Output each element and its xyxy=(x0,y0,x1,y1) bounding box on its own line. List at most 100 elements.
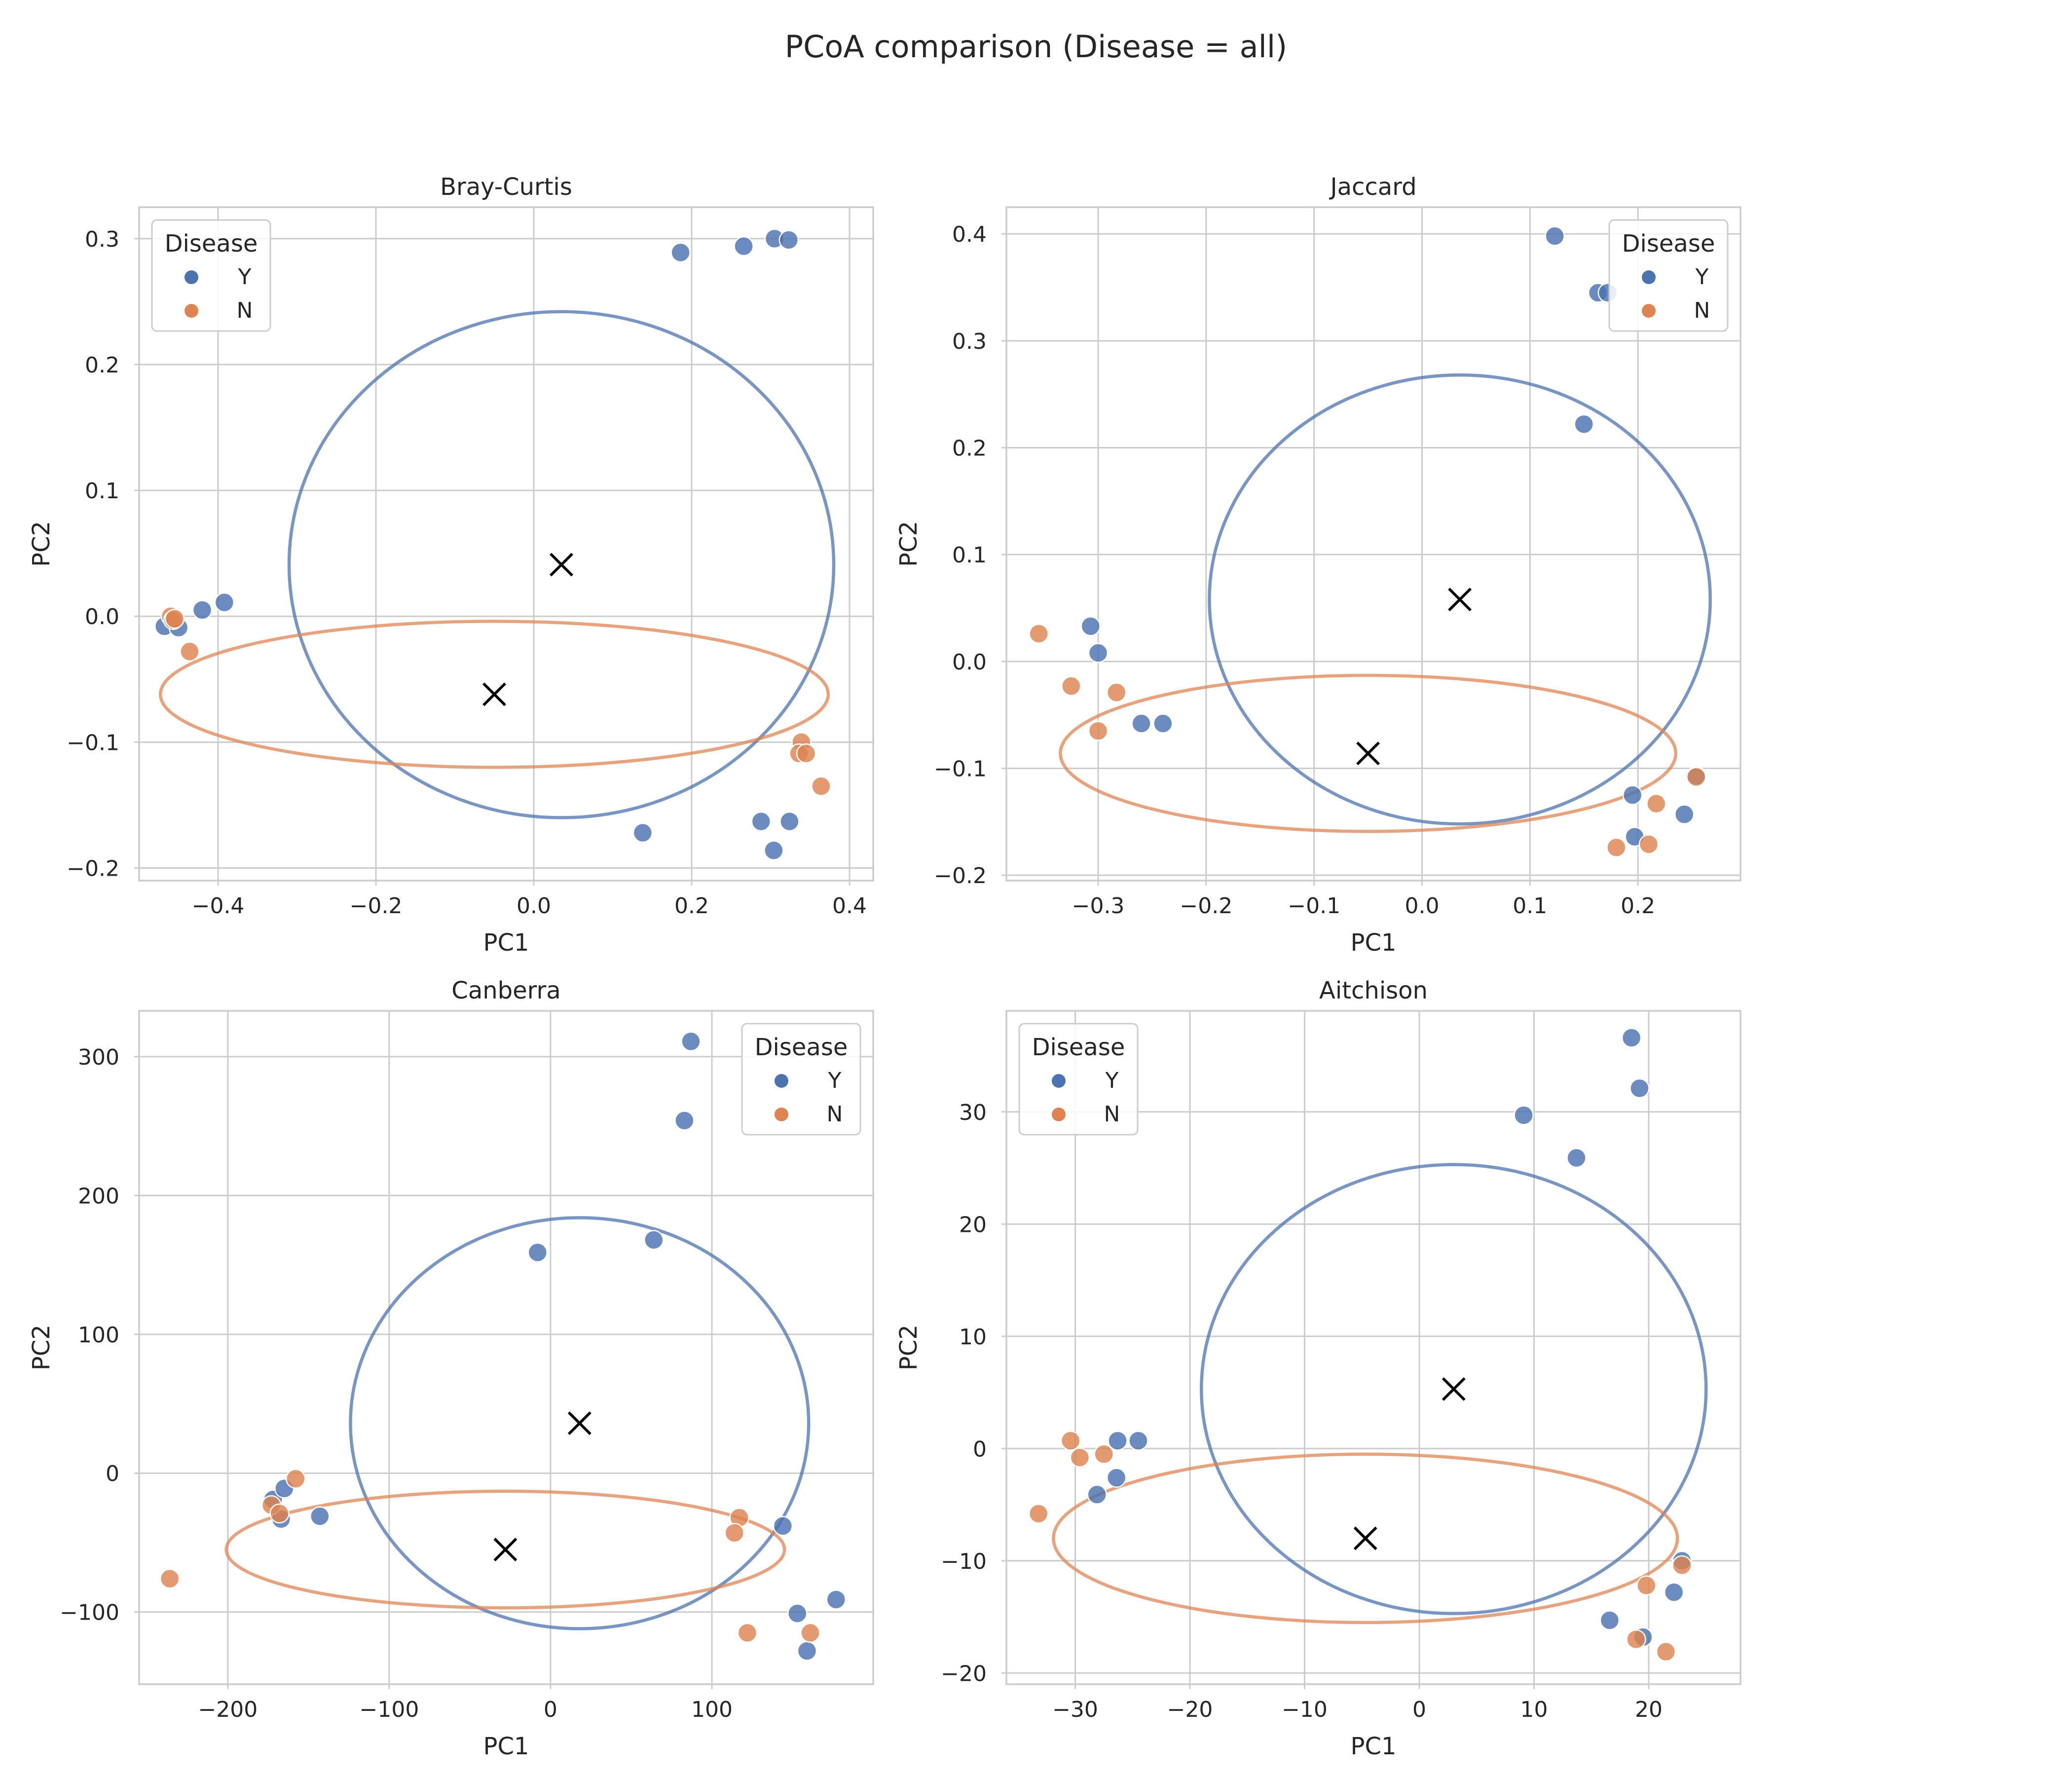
data-point-y xyxy=(527,1242,548,1262)
legend-marker-y xyxy=(185,270,198,284)
plot-content xyxy=(1029,226,1712,858)
data-point-n xyxy=(1028,1503,1049,1524)
x-tick-label: 0.0 xyxy=(517,893,551,919)
plot-content xyxy=(1028,1028,1708,1662)
x-tick-label: 10 xyxy=(1520,1697,1548,1722)
data-point-y xyxy=(192,600,213,620)
data-point-y xyxy=(1088,643,1109,663)
data-point-n xyxy=(1070,1447,1090,1468)
y-tick-label: −0.1 xyxy=(934,757,987,782)
legend: Disease YN xyxy=(1018,1023,1139,1136)
data-point-n xyxy=(724,1522,745,1543)
legend-marker-y xyxy=(775,1074,788,1088)
data-point-y xyxy=(826,1590,847,1610)
y-tick-label: −100 xyxy=(60,1600,119,1626)
axes-frame xyxy=(138,206,874,882)
y-tick-label: 30 xyxy=(959,1100,987,1125)
centroid-marker-n xyxy=(493,1538,518,1561)
legend-label: N xyxy=(1104,1102,1120,1127)
y-tick-label: −0.2 xyxy=(934,863,987,888)
data-point-y xyxy=(779,811,800,832)
data-point-y xyxy=(674,1110,695,1131)
data-point-n xyxy=(180,641,200,662)
data-point-n xyxy=(1106,682,1127,703)
y-tick-label: −0.2 xyxy=(67,856,119,881)
centroid-marker-y xyxy=(1448,588,1472,612)
centroid-marker-y xyxy=(567,1411,592,1435)
legend-box xyxy=(741,1023,861,1136)
centroid-stroke xyxy=(1448,588,1472,612)
x-tick-label: −0.2 xyxy=(350,893,403,919)
panel-canberra: −200 −100 0 100 −100 0 100 200 300 Canberra PC1 PC2… xyxy=(28,977,874,1760)
data-point-n xyxy=(1686,767,1706,787)
centroid-stroke xyxy=(567,1411,592,1435)
axes-frame xyxy=(138,1010,874,1685)
centroid-marker-y xyxy=(550,553,573,577)
y-tick-label: 0 xyxy=(973,1437,987,1462)
data-point-n xyxy=(159,1568,180,1589)
legend-marker-y xyxy=(1642,270,1656,284)
legend-marker-n xyxy=(185,304,198,318)
y-tick-label: 0.1 xyxy=(952,543,987,568)
data-point-y xyxy=(1131,713,1151,734)
legend-title: Disease xyxy=(1032,1034,1125,1061)
confidence-ellipse-y xyxy=(1208,373,1712,826)
y-tick-label: 0.0 xyxy=(85,604,119,629)
x-tick-label: −30 xyxy=(1052,1697,1098,1722)
data-point-n xyxy=(269,1503,290,1524)
legend-label: Y xyxy=(1695,264,1709,290)
data-point-n xyxy=(1606,837,1627,858)
confidence-ellipse-n xyxy=(158,620,830,769)
data-point-n xyxy=(1656,1641,1676,1662)
data-point-y xyxy=(751,811,772,832)
y-axis-label: PC2 xyxy=(895,1325,923,1370)
legend-title: Disease xyxy=(1622,230,1715,258)
y-tick-label: 200 xyxy=(78,1184,119,1209)
x-tick-label: 0.2 xyxy=(1621,893,1655,919)
x-axis-label: PC1 xyxy=(1351,1733,1397,1760)
x-tick-label: 0 xyxy=(1412,1697,1426,1722)
y-tick-label: 0.3 xyxy=(85,227,119,252)
data-point-y xyxy=(310,1506,330,1526)
confidence-ellipse-y xyxy=(349,1216,811,1630)
legend-marker-n xyxy=(1052,1108,1066,1121)
figure-title: PCoA comparison (Disease = all) xyxy=(784,29,1288,65)
data-point-y xyxy=(1545,226,1565,246)
data-point-y xyxy=(1622,785,1643,805)
y-axis-label: PC2 xyxy=(28,1325,55,1370)
confidence-ellipse-n xyxy=(1052,1452,1679,1625)
centroid-marker-n xyxy=(1353,1526,1377,1551)
centroid-marker-n xyxy=(482,682,506,706)
data-point-y xyxy=(670,242,691,263)
subplot-title: Jaccard xyxy=(1329,173,1416,201)
legend-label: N xyxy=(827,1102,843,1127)
centroid-stroke xyxy=(1353,1526,1377,1551)
panel-bray-curtis: −0.4 −0.2 0.0 0.2 0.4 −0.2 −0.1 0.0 0.1 0.2 0.3 Bra… xyxy=(28,173,874,957)
y-tick-label: 0.4 xyxy=(952,222,987,247)
x-axis-label: PC1 xyxy=(1351,929,1397,957)
confidence-ellipse-y xyxy=(287,310,836,819)
data-point-n xyxy=(1088,721,1109,741)
subplot-title: Bray-Curtis xyxy=(440,173,572,201)
y-tick-label: 20 xyxy=(959,1212,987,1237)
data-point-n xyxy=(1672,1555,1692,1576)
legend-label: Y xyxy=(828,1068,842,1093)
y-tick-label: 10 xyxy=(959,1325,987,1350)
data-point-n xyxy=(811,776,831,796)
centroid-marker-y xyxy=(1442,1377,1466,1401)
legend-title: Disease xyxy=(755,1034,848,1061)
data-point-y xyxy=(1080,616,1101,636)
confidence-ellipse-n xyxy=(224,1489,786,1610)
subplot-title: Aitchison xyxy=(1319,977,1428,1004)
x-tick-label: 0.0 xyxy=(1405,893,1439,919)
y-tick-label: 0.2 xyxy=(952,436,987,461)
y-tick-label: −0.1 xyxy=(67,730,119,755)
y-tick-label: 0.3 xyxy=(952,329,987,354)
data-point-n xyxy=(164,609,185,629)
y-tick-label: 0 xyxy=(106,1461,119,1486)
x-axis-label: PC1 xyxy=(483,929,529,957)
axes-frame xyxy=(1005,1010,1741,1685)
data-point-n xyxy=(285,1469,306,1489)
legend: Disease YN xyxy=(1608,219,1729,332)
x-tick-label: 0 xyxy=(544,1697,557,1722)
